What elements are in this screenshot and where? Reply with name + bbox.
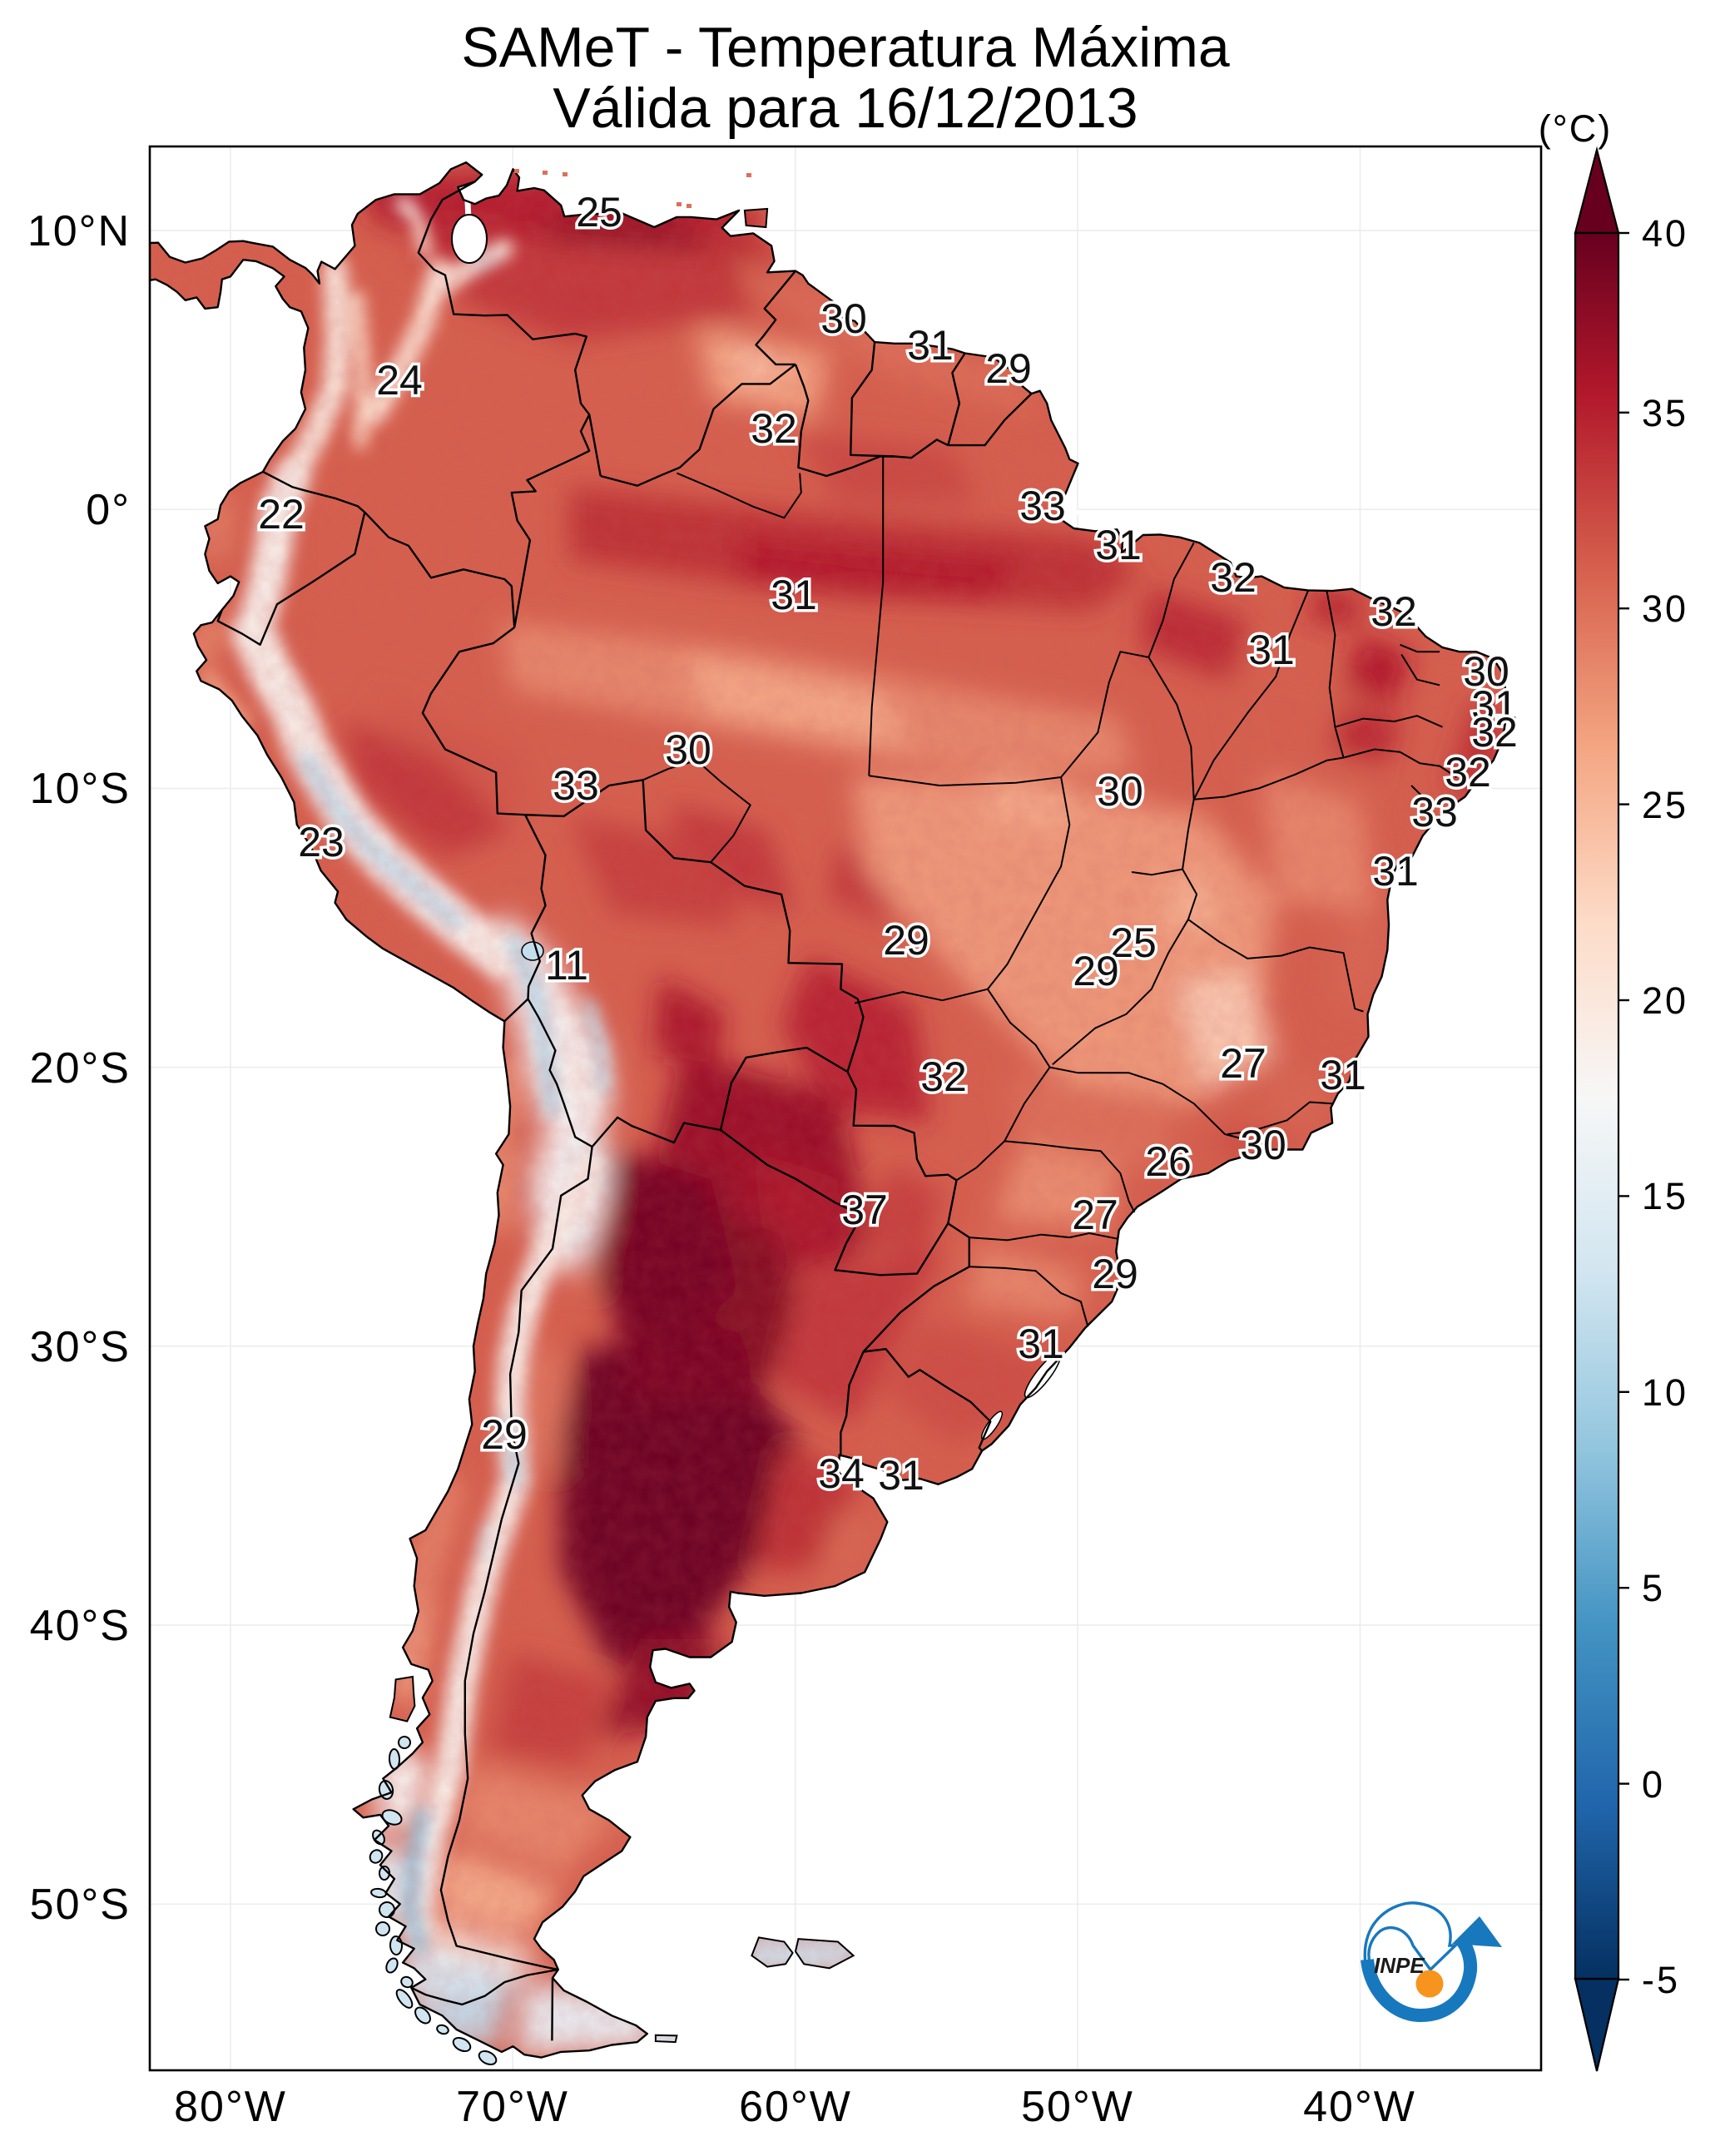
svg-text:INPE: INPE — [1374, 1953, 1425, 1978]
svg-text:40°S: 40°S — [30, 1602, 131, 1650]
svg-text:31: 31 — [1248, 627, 1295, 673]
svg-text:29: 29 — [481, 1411, 528, 1458]
svg-text:30: 30 — [665, 726, 711, 773]
svg-text:32: 32 — [751, 405, 797, 452]
svg-text:25: 25 — [576, 189, 622, 235]
svg-text:33: 33 — [1019, 483, 1066, 529]
svg-text:22: 22 — [258, 491, 305, 538]
svg-text:31: 31 — [1018, 1321, 1064, 1367]
svg-text:25: 25 — [1642, 784, 1688, 826]
svg-text:50°S: 50°S — [30, 1881, 131, 1929]
svg-text:32: 32 — [1445, 749, 1491, 795]
svg-text:31: 31 — [1320, 1052, 1366, 1098]
svg-text:33: 33 — [553, 762, 599, 809]
svg-text:32: 32 — [920, 1053, 967, 1100]
svg-text:29: 29 — [1073, 948, 1119, 994]
svg-text:-5: -5 — [1642, 1959, 1680, 2001]
svg-text:30: 30 — [1463, 648, 1509, 695]
svg-text:23: 23 — [298, 819, 344, 865]
svg-text:11: 11 — [545, 942, 588, 989]
svg-text:(°C): (°C) — [1539, 107, 1612, 150]
svg-text:34: 34 — [818, 1450, 865, 1497]
svg-text:80°W: 80°W — [174, 2083, 287, 2131]
svg-text:31: 31 — [1095, 522, 1142, 568]
svg-text:33: 33 — [1411, 789, 1458, 835]
svg-text:50°W: 50°W — [1021, 2083, 1134, 2131]
svg-text:0: 0 — [1642, 1763, 1665, 1806]
svg-text:32: 32 — [1371, 588, 1417, 635]
svg-text:32: 32 — [1471, 709, 1518, 756]
svg-text:Válida para 16/12/2013: Válida para 16/12/2013 — [553, 77, 1138, 140]
svg-text:20: 20 — [1642, 979, 1688, 1022]
svg-text:31: 31 — [907, 322, 954, 369]
svg-text:29: 29 — [985, 345, 1032, 392]
svg-text:27: 27 — [1072, 1192, 1118, 1238]
svg-text:29: 29 — [883, 917, 929, 964]
svg-text:10°N: 10°N — [27, 207, 131, 255]
svg-text:40°W: 40°W — [1303, 2083, 1416, 2131]
svg-text:15: 15 — [1642, 1175, 1688, 1217]
svg-text:24: 24 — [376, 357, 423, 404]
svg-text:30: 30 — [820, 295, 867, 342]
svg-text:31: 31 — [1372, 848, 1419, 895]
svg-text:29: 29 — [1092, 1251, 1138, 1297]
svg-text:35: 35 — [1642, 392, 1688, 434]
svg-text:25: 25 — [1110, 919, 1157, 966]
svg-text:5: 5 — [1642, 1567, 1665, 1609]
svg-text:40: 40 — [1642, 212, 1688, 255]
svg-text:20°S: 20°S — [30, 1044, 131, 1093]
svg-text:0°: 0° — [86, 486, 131, 534]
svg-text:37: 37 — [841, 1187, 888, 1233]
svg-text:26: 26 — [1145, 1138, 1192, 1185]
svg-text:10: 10 — [1642, 1371, 1688, 1414]
svg-text:31: 31 — [1471, 682, 1518, 729]
svg-text:30: 30 — [1097, 768, 1143, 815]
svg-text:SAMeT - Temperatura Máxima: SAMeT - Temperatura Máxima — [461, 16, 1230, 79]
svg-text:31: 31 — [878, 1452, 924, 1499]
svg-text:30°S: 30°S — [30, 1323, 131, 1371]
svg-text:27: 27 — [1220, 1040, 1266, 1087]
svg-text:31: 31 — [771, 572, 817, 618]
svg-text:30: 30 — [1642, 587, 1688, 630]
svg-text:30: 30 — [1240, 1122, 1286, 1168]
svg-text:32: 32 — [1210, 554, 1257, 601]
svg-text:10°S: 10°S — [30, 765, 131, 813]
svg-text:70°W: 70°W — [456, 2083, 569, 2131]
svg-text:60°W: 60°W — [739, 2083, 852, 2131]
